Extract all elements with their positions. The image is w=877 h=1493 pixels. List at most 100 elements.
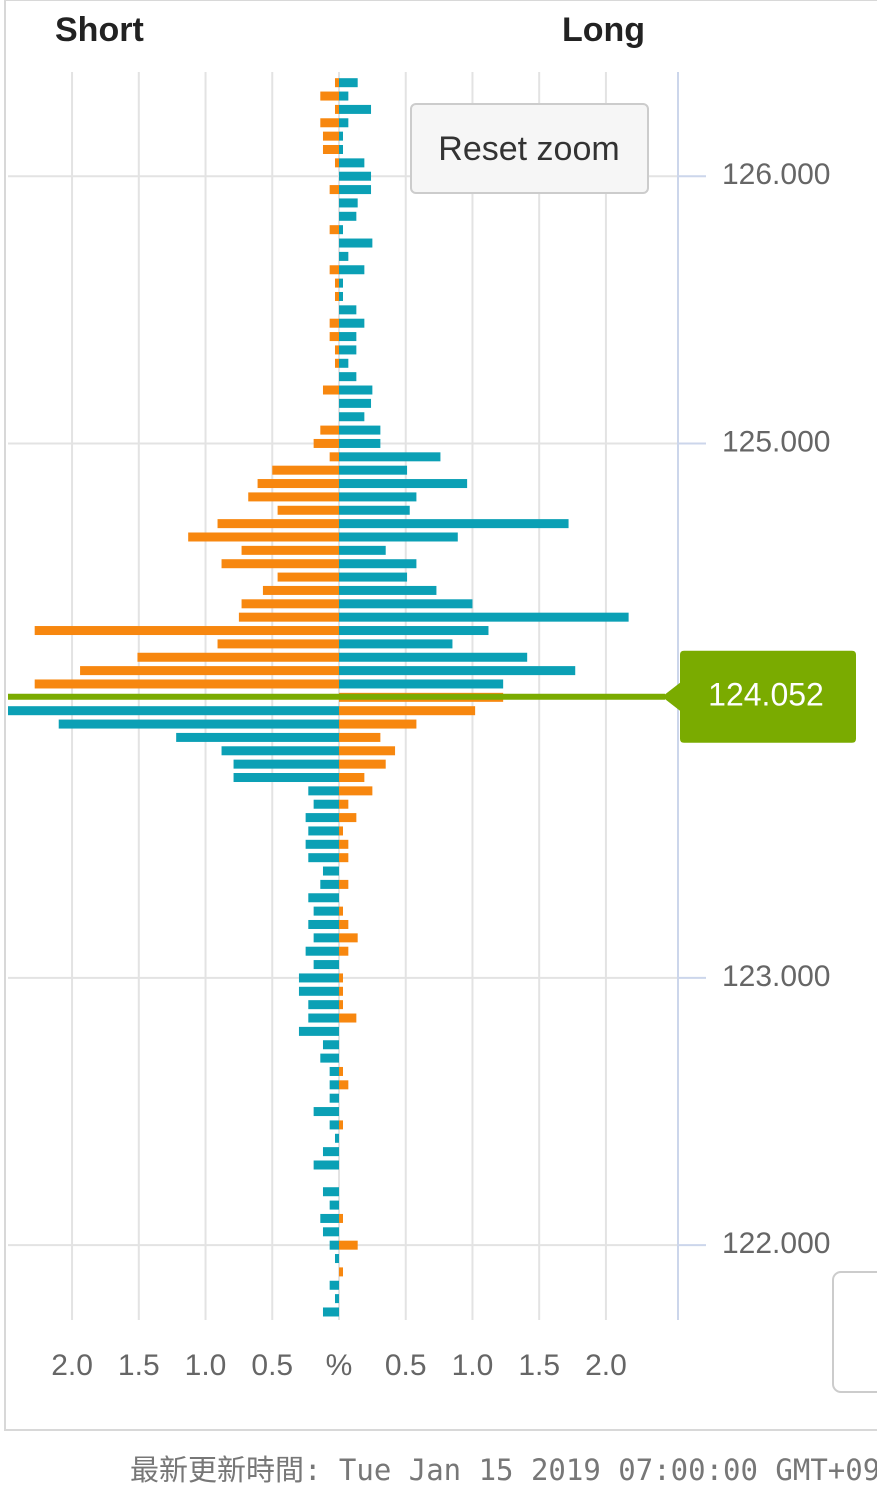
bar xyxy=(338,1080,349,1090)
bar xyxy=(308,786,339,796)
bar xyxy=(329,318,339,328)
bar xyxy=(137,652,339,662)
bar xyxy=(338,131,343,141)
x-tick-label: 1.0 xyxy=(452,1349,494,1382)
button-bg[interactable] xyxy=(410,103,649,194)
x-tick-label: 2.0 xyxy=(51,1349,93,1382)
bar xyxy=(329,1080,339,1090)
bar xyxy=(313,960,339,970)
bar xyxy=(305,839,339,849)
price-label-bg xyxy=(662,650,856,743)
bar xyxy=(320,425,339,435)
bar xyxy=(329,1200,339,1210)
bar xyxy=(257,479,339,489)
bar xyxy=(338,385,373,395)
x-tick-label: 1.5 xyxy=(518,1349,560,1382)
bar xyxy=(338,318,365,328)
bar xyxy=(338,572,408,582)
bar xyxy=(338,1013,357,1023)
bar xyxy=(8,706,339,716)
bar xyxy=(338,158,365,168)
bar xyxy=(338,492,417,502)
bar xyxy=(329,1120,339,1130)
bar xyxy=(338,412,365,422)
bar xyxy=(338,372,357,382)
bar xyxy=(329,185,339,195)
bar xyxy=(338,706,476,716)
bar xyxy=(338,1240,358,1250)
bar xyxy=(298,986,339,996)
bar xyxy=(338,612,629,622)
button-label[interactable]: Reset zoom xyxy=(438,130,619,168)
bar xyxy=(338,1066,343,1076)
bar xyxy=(334,358,339,368)
bar xyxy=(329,225,339,235)
bar xyxy=(322,1307,339,1317)
bar xyxy=(338,746,396,756)
bar xyxy=(176,732,339,742)
bar xyxy=(338,973,343,983)
bar xyxy=(338,813,357,823)
bar xyxy=(338,1120,343,1130)
bar xyxy=(34,679,339,689)
bar xyxy=(338,505,410,515)
bar xyxy=(338,879,349,889)
bar xyxy=(313,933,339,943)
x-tick-label: 0.5 xyxy=(385,1349,427,1382)
bar xyxy=(338,479,468,489)
bar xyxy=(322,866,339,876)
bar xyxy=(338,786,373,796)
bar xyxy=(320,1053,339,1063)
bar xyxy=(338,1000,343,1010)
bar xyxy=(308,853,339,863)
bar xyxy=(313,906,339,916)
bar xyxy=(338,1267,343,1277)
bar xyxy=(338,332,357,342)
bar xyxy=(338,238,373,248)
bar xyxy=(241,599,339,609)
x-tick-label: % xyxy=(326,1349,353,1382)
bar xyxy=(338,78,358,88)
footer: 最新更新時間: Tue Jan 15 2019 07:00:00 GMT+090… xyxy=(130,1453,877,1487)
reset-zoom-button[interactable]: Reset zoom xyxy=(410,103,649,194)
short-title: Short xyxy=(55,11,144,49)
bar xyxy=(80,666,339,676)
price-label: 124.052 xyxy=(708,676,824,712)
bar xyxy=(248,492,339,502)
bar xyxy=(334,1254,339,1264)
bar xyxy=(334,158,339,168)
bar xyxy=(338,465,408,475)
bar xyxy=(338,532,458,542)
overlay: 124.052 xyxy=(8,650,856,743)
bar xyxy=(338,732,381,742)
bar xyxy=(338,1213,343,1223)
bar xyxy=(320,879,339,889)
y-tick-label: 125.000 xyxy=(722,425,830,458)
bar xyxy=(305,946,339,956)
bar xyxy=(338,211,357,221)
bar xyxy=(322,1147,339,1157)
bar xyxy=(329,265,339,275)
bar xyxy=(338,104,372,114)
bar xyxy=(313,1107,339,1117)
bar xyxy=(221,746,339,756)
bar xyxy=(308,893,339,903)
bar xyxy=(338,946,349,956)
bar xyxy=(338,626,489,636)
bar xyxy=(308,1013,339,1023)
bar xyxy=(338,759,386,769)
bar xyxy=(338,118,349,128)
bar xyxy=(262,585,339,595)
bar xyxy=(334,1294,339,1304)
bar xyxy=(334,291,339,301)
bar xyxy=(320,118,339,128)
bar xyxy=(313,799,339,809)
bar xyxy=(322,144,339,154)
bar xyxy=(338,519,569,529)
bar xyxy=(334,104,339,114)
bar xyxy=(329,332,339,342)
bar xyxy=(338,291,343,301)
bar xyxy=(329,1093,339,1103)
bar xyxy=(338,198,358,208)
side-widget[interactable] xyxy=(832,1271,877,1393)
